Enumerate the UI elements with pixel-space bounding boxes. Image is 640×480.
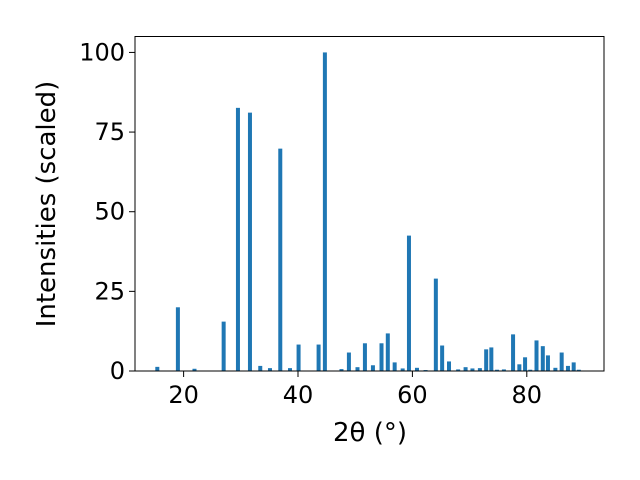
y-tick-label: 50 [94, 198, 125, 226]
bar [192, 368, 197, 371]
bar [400, 368, 405, 371]
bar [440, 345, 445, 371]
bar [267, 368, 272, 371]
bar [517, 364, 522, 371]
bar [296, 344, 301, 371]
bar [484, 349, 489, 371]
bar [565, 365, 570, 371]
x-tick-label: 60 [397, 381, 428, 409]
y-axis-ticks: 0 25 50 75 100 [79, 38, 135, 385]
bar [247, 112, 252, 371]
y-tick-label: 0 [110, 357, 125, 385]
y-tick-label: 100 [79, 38, 125, 66]
x-tick-label: 40 [283, 381, 314, 409]
bar [355, 367, 360, 371]
bar [576, 369, 581, 371]
bar [528, 369, 533, 371]
x-axis-label: 2θ (°) [333, 418, 407, 448]
bar [489, 347, 494, 371]
bar [414, 367, 419, 371]
bar [571, 362, 576, 371]
y-tick-label: 25 [94, 277, 125, 305]
bar [385, 333, 390, 371]
bar [477, 368, 482, 371]
bar [456, 369, 461, 371]
x-axis-ticks: 20 40 60 80 [168, 371, 542, 409]
bar [553, 367, 558, 371]
bar [287, 368, 293, 371]
bar [523, 357, 528, 371]
bar [463, 367, 468, 371]
bar [339, 369, 344, 371]
bar [501, 369, 506, 371]
bar [370, 365, 375, 371]
bar [316, 344, 321, 371]
bar [392, 362, 397, 371]
bar [155, 366, 160, 371]
bar [534, 340, 539, 371]
bar [540, 346, 545, 371]
bar [545, 355, 550, 371]
bar [495, 369, 500, 371]
bar [346, 352, 351, 371]
bar [322, 52, 327, 372]
bar [221, 321, 226, 371]
y-axis-label: Intensities (scaled) [32, 81, 62, 328]
x-tick-label: 20 [168, 381, 199, 409]
bar [446, 361, 452, 371]
y-tick-label: 75 [94, 118, 125, 146]
bar [175, 307, 180, 371]
bar [258, 365, 263, 371]
bar [379, 343, 384, 371]
bar [559, 352, 564, 371]
x-tick-label: 80 [512, 381, 543, 409]
bar [433, 278, 438, 371]
bar [406, 235, 411, 371]
bar [362, 343, 367, 371]
bars-group [155, 52, 581, 372]
bar [511, 334, 516, 371]
bar [278, 148, 283, 371]
bar [470, 368, 475, 371]
bar [235, 107, 240, 372]
plot-frame [134, 36, 605, 372]
